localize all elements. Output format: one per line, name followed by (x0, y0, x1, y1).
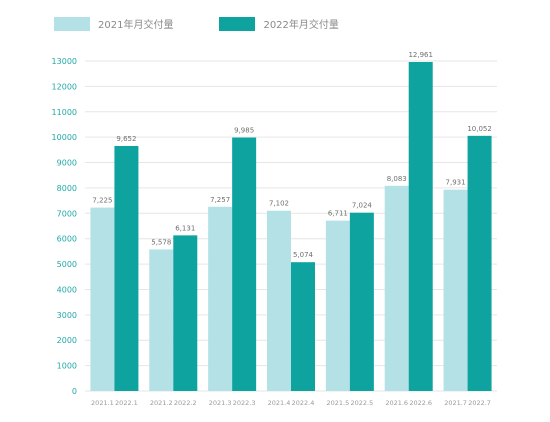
x-tick-label: 2022.3 (233, 399, 256, 407)
data-label: 7,225 (92, 197, 112, 205)
data-label: 9,652 (116, 135, 136, 143)
y-tick-label: 3000 (57, 311, 77, 320)
y-tick-label: 1000 (57, 362, 77, 371)
bar-2022.6 (408, 61, 433, 392)
y-tick-label: 0 (72, 387, 77, 396)
data-label: 5,578 (151, 238, 171, 246)
data-label: 7,102 (269, 200, 289, 208)
bar-2021.1 (90, 207, 115, 391)
y-tick-label: 13000 (52, 57, 77, 66)
bar-2021.4 (267, 210, 291, 391)
bar-2021.7 (443, 189, 468, 391)
y-tick-label: 5000 (57, 260, 77, 269)
data-label: 6,131 (175, 224, 195, 232)
x-tick-label: 2021.2 (150, 399, 173, 407)
x-tick-label: 2022.5 (350, 399, 373, 407)
bar-2022.2 (173, 235, 198, 391)
chart-legend: 2021年月交付量 2022年月交付量 (54, 16, 339, 31)
bar-2021.2 (149, 249, 174, 391)
y-tick-label: 8000 (57, 184, 77, 193)
data-label: 12,961 (408, 51, 433, 59)
bar-2022.7 (467, 135, 492, 391)
y-tick-label: 7000 (57, 209, 77, 218)
y-tick-label: 10000 (52, 133, 77, 142)
x-tick-label: 2022.6 (409, 399, 432, 407)
y-tick-label: 12000 (52, 82, 77, 91)
x-tick-label: 2021.3 (209, 399, 232, 407)
data-label: 5,074 (293, 251, 314, 259)
y-tick-label: 4000 (57, 285, 77, 294)
legend-swatch-2021 (54, 16, 90, 31)
x-tick-label: 2022.1 (115, 399, 138, 407)
bar-2022.1 (114, 145, 139, 391)
y-tick-label: 2000 (57, 336, 77, 345)
legend-swatch-2022 (219, 16, 256, 31)
bar-2022.3 (232, 137, 257, 391)
x-tick-label: 2021.4 (268, 399, 291, 407)
y-tick-label: 11000 (52, 108, 77, 117)
bar-2021.3 (208, 206, 233, 391)
legend-item-2022: 2022年月交付量 (219, 16, 339, 31)
data-label: 9,985 (234, 127, 254, 135)
legend-label-2022: 2022年月交付量 (263, 20, 339, 31)
bar-2022.5 (349, 212, 374, 391)
bar-2021.6 (384, 185, 409, 391)
data-label: 7,931 (446, 179, 466, 187)
x-tick-label: 2021.7 (444, 399, 467, 407)
data-label: 10,052 (467, 125, 492, 133)
legend-item-2021: 2021年月交付量 (54, 16, 173, 31)
bar-2022.4 (291, 262, 315, 391)
legend-label-2021: 2021年月交付量 (98, 20, 174, 31)
data-label: 7,257 (210, 196, 230, 204)
data-label: 7,024 (352, 202, 373, 210)
data-label: 6,711 (328, 210, 348, 218)
x-tick-label: 2021.5 (326, 399, 349, 407)
x-tick-label: 2021.6 (385, 399, 408, 407)
y-tick-label: 9000 (57, 159, 77, 168)
x-tick-label: 2022.4 (292, 399, 315, 407)
x-tick-label: 2022.7 (468, 399, 491, 407)
bar-2021.5 (325, 220, 350, 391)
y-tick-label: 6000 (57, 235, 77, 244)
x-tick-label: 2021.1 (91, 399, 114, 407)
x-tick-label: 2022.2 (174, 399, 197, 407)
data-label: 8,083 (387, 175, 407, 183)
